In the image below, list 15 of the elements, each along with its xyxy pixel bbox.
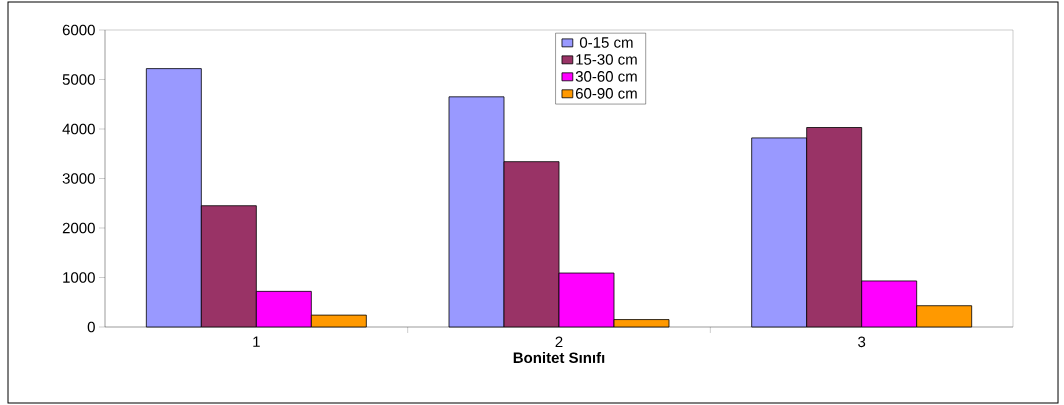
x-tick-label: 2 [555,336,563,348]
y-tick-label: 6000 [62,24,95,36]
x-tick-label: 1 [253,336,260,347]
y-tick-label: 4000 [62,123,95,135]
y-tick-label: 3000 [62,173,95,184]
legend-label: 60-90 cm [575,88,637,99]
legend-label: 15-30 cm [576,54,637,65]
y-tick-label: 1000 [63,272,95,283]
y-tick-label: 5000 [62,74,95,85]
y-tick-label: 2000 [62,222,95,234]
legend-label: 30-60 cm [575,71,637,82]
legend-label: 0-15 cm [579,37,633,48]
y-tick-label: 0 [87,321,95,333]
x-axis-title: Bonitet Sınıfı [513,352,605,364]
x-tick-label: 3 [858,336,866,348]
